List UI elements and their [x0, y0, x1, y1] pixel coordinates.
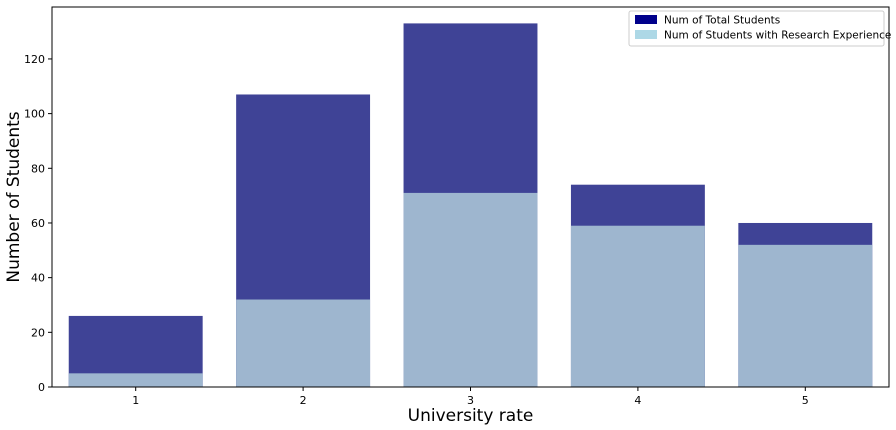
bar-research-experience-5	[738, 244, 873, 387]
legend: Num of Total Students Num of Students wi…	[628, 10, 891, 47]
y-tick-label: 80	[31, 162, 45, 175]
x-tick-label: 4	[634, 394, 641, 407]
y-tick-label: 120	[24, 53, 45, 66]
x-tick-label: 3	[467, 394, 474, 407]
x-tick-label: 1	[132, 394, 139, 407]
legend-label-research-experience: Num of Students with Research Experience	[664, 30, 891, 42]
y-tick-label: 0	[38, 381, 45, 394]
bar-research-experience-3	[403, 192, 538, 387]
y-tick-label: 60	[31, 217, 45, 230]
x-axis-ticks: 1 2 3 4 5	[132, 387, 809, 407]
legend-box	[628, 10, 885, 47]
legend-label-total-students: Num of Total Students	[664, 15, 780, 27]
bar-research-experience-1	[68, 373, 203, 387]
legend-swatch-research-experience	[635, 30, 657, 39]
y-axis-ticks: 0 20 40 60 80 100 120	[24, 53, 52, 394]
research-experience-bars	[68, 192, 873, 387]
bar-research-experience-2	[236, 299, 371, 387]
x-tick-label: 2	[300, 394, 307, 407]
y-axis-label: Number of Students	[4, 111, 24, 282]
y-tick-label: 40	[31, 272, 45, 285]
bar-research-experience-4	[570, 225, 705, 387]
x-axis-label: University rate	[408, 406, 534, 426]
y-tick-label: 100	[24, 108, 45, 121]
x-tick-label: 5	[802, 394, 809, 407]
y-tick-label: 20	[31, 326, 45, 339]
legend-swatch-total-students	[635, 15, 657, 24]
